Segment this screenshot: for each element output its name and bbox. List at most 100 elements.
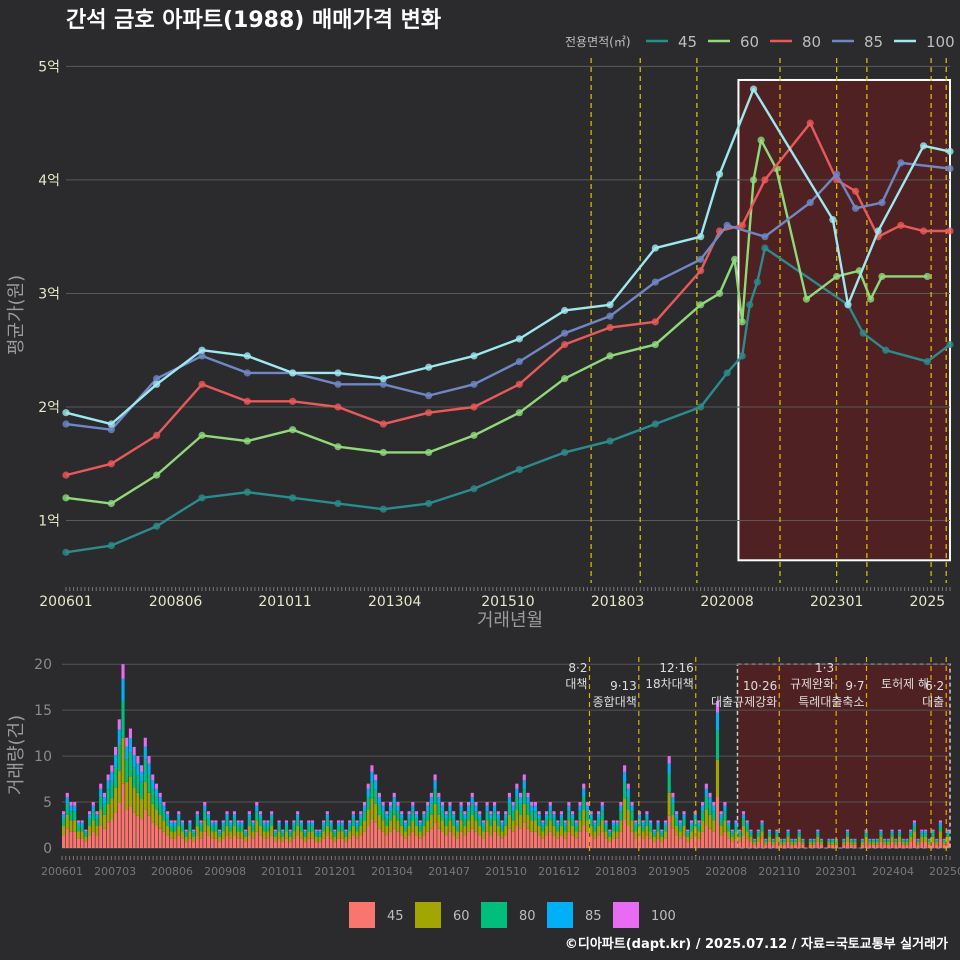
volume-bar-segment <box>336 838 341 848</box>
volume-bar-segment <box>206 835 211 848</box>
volume-bar-segment <box>455 822 459 826</box>
volume-bar-segment <box>779 839 783 841</box>
volume-bar-segment <box>767 841 772 848</box>
volume-bar-segment <box>793 844 798 848</box>
volume-bar-segment <box>507 803 511 815</box>
data-point-80 <box>379 420 387 428</box>
volume-bar-segment <box>656 838 660 848</box>
volume-bar-segment <box>84 831 88 834</box>
volume-bar-segment <box>578 831 582 848</box>
volume-bar-segment <box>266 831 270 839</box>
volume-x-tick: 200806 <box>151 865 193 878</box>
volume-bar-segment <box>240 825 244 832</box>
volume-bar-segment <box>288 836 292 842</box>
volume-bar-segment <box>697 831 701 839</box>
volume-bar-segment <box>519 803 523 815</box>
volume-bar-segment <box>912 838 916 848</box>
volume-bar-segment <box>790 838 794 840</box>
volume-bar-segment <box>463 825 467 836</box>
volume-bar-segment <box>158 803 162 815</box>
volume-bar-segment <box>756 841 760 848</box>
volume-bar-segment <box>797 833 801 837</box>
volume-bar-segment <box>396 802 400 806</box>
volume-bar-segment <box>84 829 88 832</box>
volume-bar-segment <box>641 822 645 826</box>
data-point-60 <box>379 448 387 457</box>
volume-bar-segment <box>65 792 69 798</box>
volume-bar-segment <box>296 811 300 815</box>
volume-bar-segment <box>585 831 589 848</box>
x-tick-label: 201510 <box>481 594 534 610</box>
volume-bar-segment <box>266 822 270 826</box>
volume-bar-segment <box>88 825 92 836</box>
volume-bar-segment <box>192 841 196 848</box>
volume-bar-segment <box>935 842 939 845</box>
volume-bar-segment <box>381 811 385 821</box>
volume-bar-segment <box>582 788 586 797</box>
volume-bar-segment <box>496 814 500 819</box>
y-tick-label: 1억 <box>38 514 60 530</box>
volume-bar-segment <box>920 836 924 842</box>
volume-bar-segment <box>634 838 638 848</box>
data-point-85 <box>470 380 478 388</box>
data-point-85 <box>379 380 387 388</box>
volume-bar-segment <box>195 835 199 848</box>
volume-bar-segment <box>649 825 653 832</box>
volume-bar-segment <box>65 814 69 829</box>
volume-bar-segment <box>258 825 263 836</box>
volume-bar-segment <box>541 822 545 826</box>
volume-bar-segment <box>470 797 474 804</box>
volume-bar-segment <box>184 833 188 837</box>
volume-bar-segment <box>541 838 545 848</box>
volume-bar-segment <box>388 802 393 806</box>
volume-bar-segment <box>533 820 537 832</box>
volume-bar-segment <box>232 818 237 826</box>
volume-bar-segment <box>147 756 151 764</box>
volume-bar-segment <box>403 820 407 823</box>
volume-bar-segment <box>310 820 315 823</box>
volume-bar-segment <box>741 818 746 826</box>
volume-bar-segment <box>177 811 181 815</box>
volume-bar-segment <box>218 841 222 848</box>
volume-bar-segment <box>630 820 634 832</box>
data-point-100 <box>198 346 206 354</box>
volume-bar-segment <box>571 835 575 848</box>
volume-bar-segment <box>195 825 199 836</box>
volume-bar-segment <box>121 664 125 679</box>
data-point-85 <box>153 375 161 383</box>
volume-bar-segment <box>322 822 326 826</box>
volume-bar-segment <box>333 841 337 848</box>
data-point-80 <box>153 431 161 439</box>
volume-bar-segment <box>916 839 920 841</box>
volume-bar-segment <box>277 820 281 823</box>
volume-bar-segment <box>753 840 757 843</box>
volume-bar-segment <box>704 825 708 848</box>
volume-bar-segment <box>701 820 705 832</box>
volume-bar-segment <box>567 805 571 812</box>
volume-bar-segment <box>559 818 563 826</box>
volume-bar-segment <box>258 835 263 848</box>
data-point-100 <box>919 142 928 150</box>
volume-bar-segment <box>619 802 623 806</box>
volume-bar-segment <box>597 835 601 848</box>
volume-bar-segment <box>95 811 99 815</box>
volume-bar-segment <box>808 838 812 840</box>
volume-bar-segment <box>909 829 913 832</box>
volume-bar-segment <box>875 839 879 841</box>
volume-bar-segment <box>727 838 731 848</box>
volume-bar-segment <box>169 831 173 839</box>
volume-bar-segment <box>329 825 333 832</box>
annotation-date: 9·7 <box>845 679 864 693</box>
y-tick-label: 5억 <box>38 59 60 75</box>
volume-bar-segment <box>199 825 203 832</box>
data-point-85 <box>515 357 523 366</box>
volume-bar-segment <box>489 818 493 826</box>
volume-bar-segment <box>362 831 367 848</box>
volume-bar-segment <box>110 765 114 772</box>
volume-bar-segment <box>637 835 642 848</box>
volume-bar-segment <box>730 833 734 837</box>
volume-bar-segment <box>322 831 326 839</box>
volume-bar-segment <box>645 835 649 848</box>
volume-bar-segment <box>121 678 125 701</box>
volume-bar-segment <box>630 802 634 806</box>
